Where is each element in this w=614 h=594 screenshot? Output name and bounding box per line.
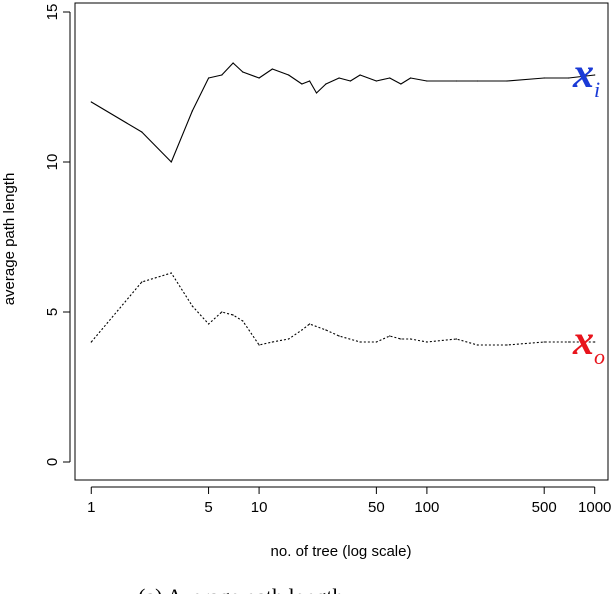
series-label-main: x	[572, 318, 594, 364]
data-point-xi	[359, 74, 361, 76]
data-point-xo	[258, 344, 260, 346]
data-point-xi	[594, 74, 596, 76]
data-point-xi	[455, 80, 457, 82]
y-tick-label: 5	[44, 308, 61, 316]
data-point-xo	[141, 281, 143, 283]
data-point-xi	[301, 83, 303, 85]
x-tick-label: 1000	[578, 499, 611, 516]
data-point-xo	[506, 344, 508, 346]
data-point-xi	[221, 74, 223, 76]
data-point-xi	[141, 131, 143, 133]
y-tick-label: 10	[44, 154, 61, 171]
x-tick-label: 500	[532, 499, 557, 516]
data-point-xo	[338, 335, 340, 337]
series-label-subscript: o	[594, 344, 605, 369]
data-point-xo	[455, 338, 457, 340]
data-point-xi	[315, 92, 318, 94]
data-point-xo	[170, 272, 172, 274]
x-tick-label: 50	[368, 499, 385, 516]
data-point-xi	[208, 77, 210, 79]
data-point-xi	[476, 80, 478, 82]
data-point-xi	[338, 77, 340, 79]
data-point-xi	[506, 80, 508, 82]
data-point-xi	[232, 62, 234, 64]
series-label-main: x	[572, 51, 594, 97]
data-point-xi	[410, 77, 412, 79]
data-point-xo	[271, 341, 273, 343]
data-point-xo	[410, 338, 412, 340]
series-layer	[90, 62, 596, 346]
plot-frame	[74, 2, 609, 481]
series-line-xo	[90, 272, 595, 346]
data-point-xo	[208, 323, 210, 325]
data-point-xo	[476, 344, 478, 346]
data-point-xo	[325, 329, 327, 331]
series-label-xi: xi	[572, 51, 600, 102]
data-point-xi	[349, 80, 351, 82]
series-label-xo: xo	[572, 318, 605, 369]
x-tick-label: 5	[204, 499, 212, 516]
y-axis: 0 5 10 15	[44, 4, 71, 466]
data-point-xi	[389, 77, 391, 79]
data-point-xo	[568, 341, 570, 343]
data-point-xo	[232, 314, 234, 316]
data-point-xo	[301, 329, 303, 331]
data-point-xi	[90, 101, 92, 103]
data-point-xi	[543, 77, 545, 79]
y-tick-label: 15	[44, 4, 61, 21]
data-point-xo	[191, 305, 193, 307]
x-axis: 1 5 10 50 100 500 1000	[87, 486, 611, 516]
data-point-xo	[389, 335, 391, 337]
data-point-xi	[426, 80, 428, 82]
plot-border	[74, 2, 609, 481]
data-point-xo	[90, 341, 92, 343]
x-tick-label: 1	[87, 499, 95, 516]
data-point-xo	[543, 341, 545, 343]
data-point-xi	[258, 77, 260, 79]
y-tick-label: 0	[44, 458, 61, 466]
data-point-xi	[242, 71, 244, 73]
data-point-xo	[288, 338, 290, 340]
data-point-xi	[288, 74, 290, 76]
data-point-xo	[426, 341, 428, 343]
data-point-xo	[242, 320, 244, 322]
data-point-xo	[400, 338, 402, 340]
data-point-xi	[191, 110, 193, 112]
data-point-xo	[221, 311, 223, 313]
series-line-xi	[91, 62, 595, 163]
y-axis-label: average path length	[1, 173, 18, 306]
data-point-xo	[309, 323, 311, 325]
data-point-xi	[375, 80, 377, 82]
data-point-xo	[594, 341, 596, 343]
data-point-xi	[568, 77, 570, 79]
data-point-xi	[170, 161, 172, 163]
series-label-subscript: i	[594, 77, 600, 102]
data-point-xo	[359, 341, 361, 343]
data-point-xi	[400, 83, 402, 85]
figure-caption: (a) Average path length	[138, 584, 343, 594]
data-point-xi	[325, 83, 327, 85]
data-point-xi	[309, 80, 311, 82]
data-point-xi	[271, 68, 273, 70]
x-tick-label: 100	[414, 499, 439, 516]
data-point-xo	[375, 341, 377, 343]
x-tick-label: 10	[251, 499, 268, 516]
x-axis-label: no. of tree (log scale)	[271, 543, 412, 560]
